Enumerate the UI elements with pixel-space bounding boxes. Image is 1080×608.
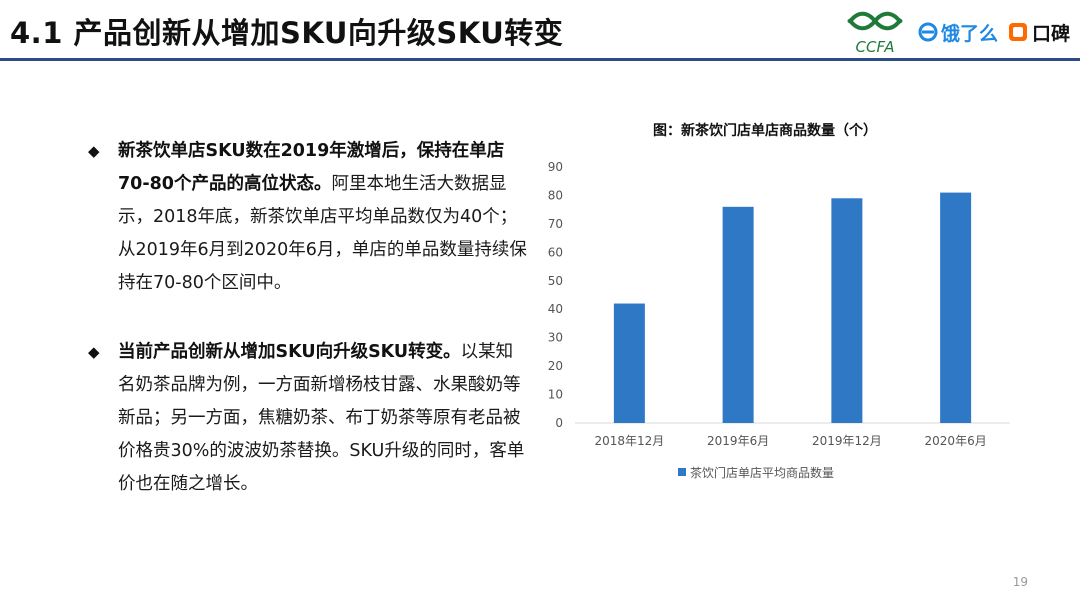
bullet-item: ◆ 当前产品创新从增加SKU向升级SKU转变。以某知名奶茶品牌为例，一方面新增杨…	[88, 336, 528, 501]
header-divider	[0, 58, 1080, 61]
y-tick-label: 80	[548, 188, 563, 202]
x-tick-label: 2019年6月	[707, 434, 769, 448]
bar-chart: 0 10 20 30 40 50 60 70 80 90 2018年12月 2019年6月 2019年1…	[548, 160, 1010, 480]
y-tick-label: 10	[548, 388, 563, 402]
x-tick-label: 2018年12月	[594, 434, 664, 448]
legend-swatch	[678, 468, 686, 476]
eleme-icon	[918, 22, 938, 42]
bullet-text: 新茶饮单店SKU数在2019年激增后，保持在单店70-80个产品的高位状态。阿里…	[118, 135, 528, 300]
koubei-logo: 口碑	[1008, 19, 1070, 46]
y-tick-label: 60	[548, 245, 563, 259]
page-title: 4.1 产品创新从增加SKU向升级SKU转变	[10, 16, 564, 50]
bullet-item: ◆ 新茶饮单店SKU数在2019年激增后，保持在单店70-80个产品的高位状态。…	[88, 135, 528, 300]
eleme-logo: 饿了么	[917, 19, 998, 46]
x-tick-label: 2020年6月	[925, 434, 987, 448]
page-number: 19	[1012, 575, 1028, 589]
bullet-bold-text: 当前产品创新从增加SKU向升级SKU转变。	[118, 342, 461, 362]
y-tick-label: 30	[548, 331, 563, 345]
y-tick-label: 20	[548, 359, 563, 373]
y-tick-label: 40	[548, 302, 563, 316]
bullet-body-text: 阿里本地生活大数据显示，2018年底，新茶饮单店平均单品数仅为40个；从2019…	[118, 174, 527, 293]
y-tick-label: 0	[555, 416, 563, 430]
bullet-bold-text: 新茶饮单店SKU数在2019年激增后，保持在单店70-80个产品的高位状态。	[118, 141, 505, 194]
koubei-icon	[1008, 23, 1027, 41]
y-tick-label: 90	[548, 160, 563, 174]
bullet-text: 当前产品创新从增加SKU向升级SKU转变。以某知名奶茶品牌为例，一方面新增杨枝甘…	[118, 336, 528, 501]
legend-label: 茶饮门店单店平均商品数量	[690, 465, 834, 480]
chart-title: 图：新茶饮门店单店商品数量（个）	[653, 123, 877, 139]
diamond-bullet-icon: ◆	[88, 343, 100, 361]
y-tick-label: 50	[548, 274, 563, 288]
bullet-list: ◆ 新茶饮单店SKU数在2019年激增后，保持在单店70-80个产品的高位状态。…	[88, 135, 528, 537]
bullet-body-text: 以某知名奶茶品牌为例，一方面新增杨枝甘露、水果酸奶等新品；另一方面，焦糖奶茶、布…	[118, 342, 525, 494]
ccfa-logo-text: CCFA	[855, 38, 894, 55]
logo-bar: CCFA 饿了么 口碑	[843, 8, 1070, 56]
x-tick-label: 2019年12月	[812, 434, 882, 448]
bar	[940, 192, 972, 423]
bar	[831, 198, 863, 423]
bar	[613, 303, 645, 423]
diamond-bullet-icon: ◆	[88, 142, 100, 160]
ccfa-logo: CCFA	[847, 11, 903, 55]
koubei-logo-text: 口碑	[1031, 22, 1070, 45]
bar	[722, 206, 754, 423]
eleme-logo-text: 饿了么	[940, 22, 998, 45]
y-tick-label: 70	[548, 217, 563, 231]
